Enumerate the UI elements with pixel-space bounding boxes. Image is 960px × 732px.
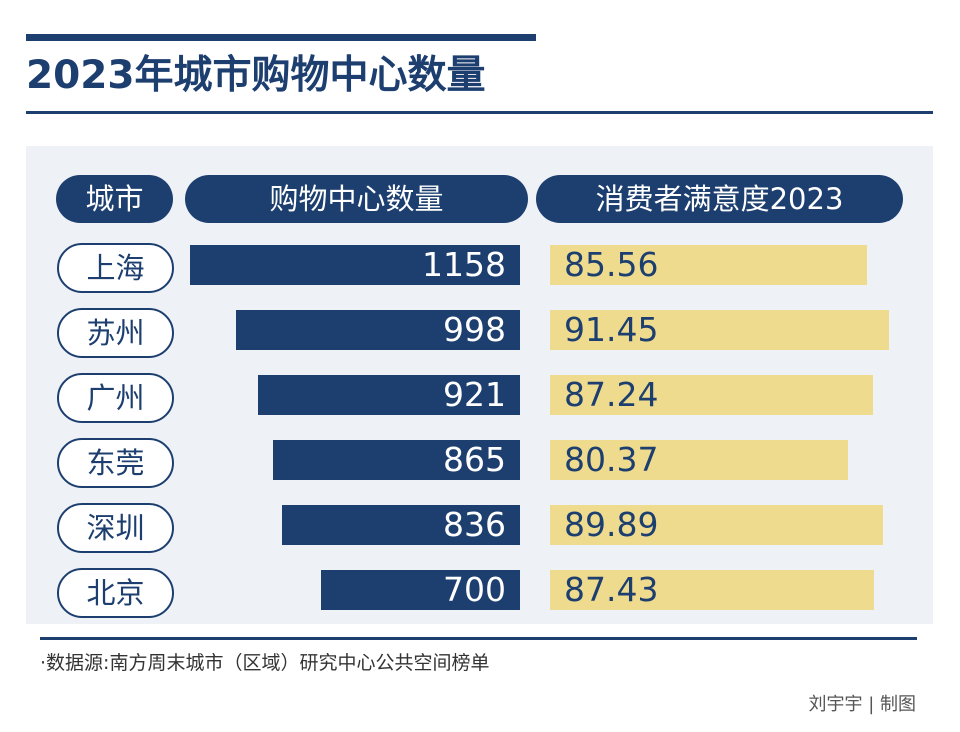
satisfaction-bar-5: 87.43 [550, 570, 874, 610]
mall-count-bar-1: 998 [236, 310, 520, 350]
city-label-4: 深圳 [57, 503, 174, 553]
satisfaction-bar-1: 91.45 [550, 310, 889, 350]
city-label-3: 东莞 [57, 438, 174, 488]
header-city: 城市 [56, 175, 173, 223]
header-satisfaction: 消费者满意度2023 [536, 175, 903, 223]
header-mall-count: 购物中心数量 [185, 175, 528, 223]
data-source: ·数据源:南方周末城市（区域）研究中心公共空间榜单 [40, 652, 490, 674]
mall-count-bar-3: 865 [273, 440, 520, 480]
mall-count-bar-4: 836 [282, 505, 520, 545]
title-top-rule [26, 34, 536, 41]
satisfaction-bar-3: 80.37 [550, 440, 848, 480]
mall-count-bar-5: 700 [321, 570, 520, 610]
satisfaction-bar-2: 87.24 [550, 375, 873, 415]
mall-count-bar-0: 1158 [190, 245, 520, 285]
chart-title: 2023年城市购物中心数量 [26, 53, 486, 98]
city-label-0: 上海 [57, 243, 174, 293]
mall-count-bar-2: 921 [258, 375, 520, 415]
credit: 刘宇宇 | 制图 [808, 694, 916, 715]
city-label-1: 苏州 [57, 308, 174, 358]
satisfaction-bar-4: 89.89 [550, 505, 883, 545]
city-label-5: 北京 [57, 568, 174, 618]
city-label-2: 广州 [57, 373, 174, 423]
title-bottom-rule [26, 111, 933, 114]
satisfaction-bar-0: 85.56 [550, 245, 867, 285]
footer-rule [40, 637, 917, 640]
